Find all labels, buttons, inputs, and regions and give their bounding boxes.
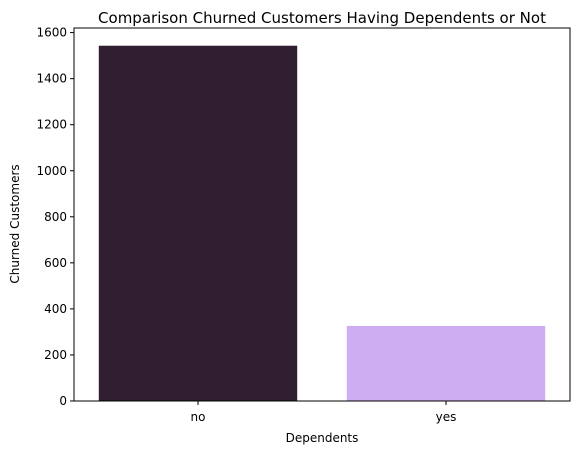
y-tick-label: 1600 xyxy=(36,26,67,40)
y-axis-label: Churned Customers xyxy=(8,164,22,283)
plot-frame xyxy=(73,27,571,402)
y-tick-label: 1000 xyxy=(36,164,67,178)
y-tick-label: 600 xyxy=(44,256,67,270)
bar-no xyxy=(98,45,298,402)
y-tick-label: 400 xyxy=(44,302,67,316)
y-tick-label: 200 xyxy=(44,348,67,362)
y-tick-label: 800 xyxy=(44,210,67,224)
x-tick-label: yes xyxy=(436,410,457,424)
y-tick-label: 1400 xyxy=(36,72,67,86)
plot-area: no yes 0 200 400 600 800 1000 1200 1400 1600 xyxy=(36,26,571,424)
y-tick-label: 1200 xyxy=(36,118,67,132)
y-tick-label: 0 xyxy=(59,394,67,408)
x-tick-label: no xyxy=(191,410,206,424)
bar-yes xyxy=(346,325,546,401)
chart-title: Comparison Churned Customers Having Depe… xyxy=(98,9,546,27)
x-axis-label: Dependents xyxy=(286,431,359,445)
